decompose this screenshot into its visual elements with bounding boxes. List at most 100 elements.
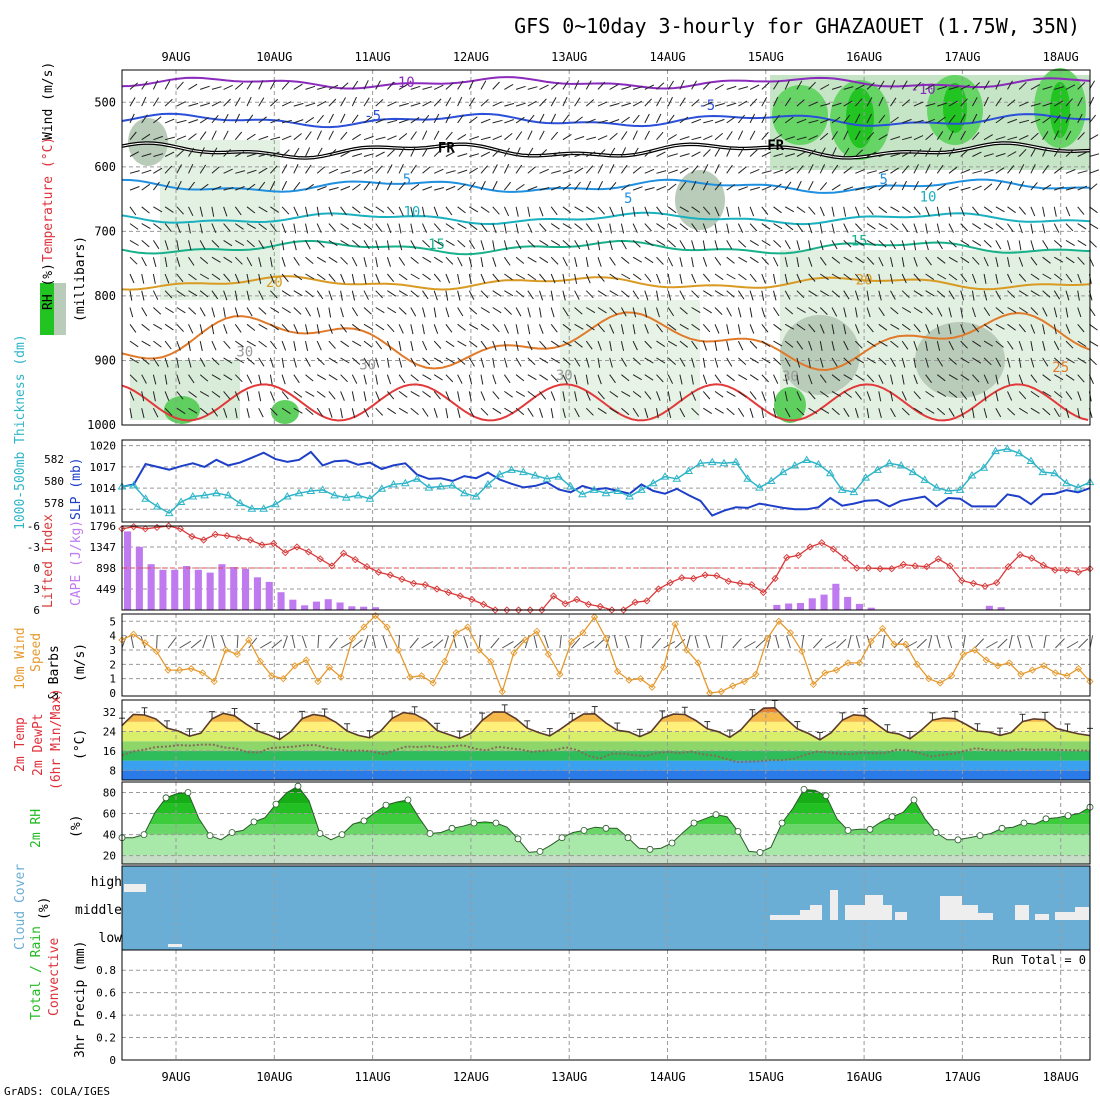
wind-barb <box>890 136 901 141</box>
wind-barb <box>983 374 989 384</box>
wind-10m-axis-units: (m/s) <box>73 643 88 682</box>
wind-barb <box>702 240 706 251</box>
wind-barb <box>1018 135 1029 141</box>
wind-barb <box>211 86 222 90</box>
wind-barb <box>492 135 503 141</box>
wind-barb <box>235 151 245 157</box>
wind-barb <box>153 323 163 330</box>
wind-barb <box>445 185 456 191</box>
wind-speed-point <box>579 629 587 637</box>
thickness-point <box>542 474 552 482</box>
wind-10m-barb <box>260 640 272 649</box>
wind-barb <box>305 407 314 415</box>
wind-barb <box>737 307 742 318</box>
wind-barb <box>726 102 737 107</box>
wind-barb <box>129 113 135 124</box>
wind-barb <box>691 165 699 174</box>
wind-barb <box>878 153 889 157</box>
wind-10m-barb <box>329 637 338 649</box>
thickness-point <box>554 472 564 480</box>
wind-barb <box>1007 136 1018 141</box>
rh-shade-grey <box>780 315 860 395</box>
wind-barb <box>995 136 1006 141</box>
lifted-index-point <box>969 579 978 588</box>
wind-barb <box>878 256 884 267</box>
wind-barb <box>855 256 864 264</box>
wind-barb <box>375 273 380 284</box>
wind-speed-point <box>798 647 806 656</box>
lifted-index-point <box>911 562 919 570</box>
wind-barb <box>609 102 620 107</box>
wind-barb <box>855 223 863 232</box>
wind-barb <box>281 101 292 107</box>
wind-10m-barb <box>813 638 823 649</box>
rh-tick-label: 60 <box>103 808 116 821</box>
wind-barb <box>983 223 993 230</box>
wind-barb <box>702 357 706 368</box>
wind-barb <box>352 183 361 191</box>
lifted-index-point <box>258 541 266 549</box>
wind-barb <box>773 273 776 284</box>
wind-10m-barb <box>732 637 742 649</box>
wind-barb <box>632 374 642 381</box>
wind-barb <box>515 290 525 298</box>
wind-barb <box>866 256 875 265</box>
wind-barb <box>141 206 150 214</box>
wind-speed-point <box>233 650 241 658</box>
wind-barb <box>176 323 184 333</box>
wind-barb <box>363 407 370 418</box>
wind-barb <box>995 357 1002 367</box>
wind-barb <box>597 374 602 385</box>
wind-barb <box>936 256 946 264</box>
wind-10m-barb <box>248 637 258 649</box>
wind-barb <box>352 153 363 157</box>
pressure-tick-label: 800 <box>94 289 116 303</box>
wind-barb <box>1054 186 1064 191</box>
wind-barb <box>667 240 676 248</box>
wind-barb <box>1007 223 1014 233</box>
wind-barb <box>293 341 297 351</box>
wind-barb <box>995 116 1005 124</box>
temperature-axis-label: Temperature (°C) <box>41 137 56 262</box>
wind-barb <box>445 357 455 364</box>
wind-barb <box>866 374 875 383</box>
wind-barb <box>913 119 924 124</box>
wind-barb <box>890 257 894 268</box>
wind-barb <box>761 239 771 247</box>
wind-barb <box>925 324 930 334</box>
wind-barb <box>597 391 605 400</box>
wind-barb <box>1007 118 1018 124</box>
wind-barb <box>375 180 381 191</box>
wind-barb <box>878 290 882 301</box>
lifted-index-point <box>1039 561 1047 569</box>
wind-barb <box>410 324 414 335</box>
wind-barb <box>340 82 349 90</box>
lifted-cape-frame <box>121 525 1091 611</box>
wind-barb <box>761 408 764 419</box>
temp-tick-label: 16 <box>103 745 116 758</box>
wind-barb <box>808 257 813 267</box>
wind-barb <box>164 151 175 157</box>
wind-barb <box>1030 240 1035 251</box>
wind-barb <box>913 273 921 282</box>
wind-barb <box>246 96 252 107</box>
wind-barb <box>960 169 971 174</box>
wind-barb <box>667 256 674 267</box>
wind-barb <box>176 257 181 267</box>
wind-barb <box>656 290 659 301</box>
wind-barb <box>387 81 395 90</box>
wind-barb <box>995 167 1005 174</box>
wind-barb <box>972 185 982 191</box>
wind-barb <box>562 96 568 107</box>
wind-barb <box>656 307 660 318</box>
wind-barb <box>1065 307 1069 318</box>
rh-fill-group <box>122 786 1090 864</box>
wind-barb <box>784 97 792 107</box>
wind-barb <box>796 391 802 401</box>
wind-barb <box>574 290 580 300</box>
wind-barb <box>761 206 769 216</box>
run-total: Run Total = 0 <box>992 953 1086 967</box>
wind-barb <box>948 340 954 351</box>
wind-barb <box>644 113 650 124</box>
wind-barb <box>960 391 968 400</box>
